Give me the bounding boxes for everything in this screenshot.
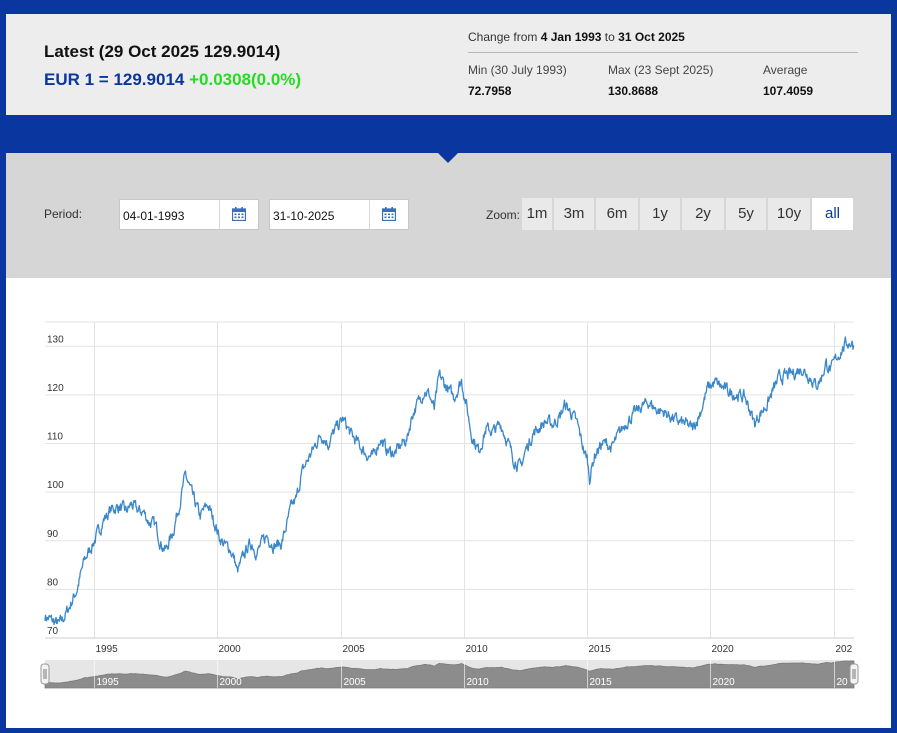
navigator-label: 20: [837, 677, 849, 688]
navigator-label: 2020: [713, 677, 736, 688]
zoom-3m-button[interactable]: 3m: [554, 198, 594, 230]
x-tick-label: 2000: [219, 644, 242, 655]
controls-panel: Period: 04-01-1993 31-10-2025 Zoom: 1m 3…: [6, 153, 891, 278]
latest-title: Latest (29 Oct 2025 129.9014): [44, 42, 281, 61]
navigator[interactable]: 1995 2000 2005 2010 2015 2020 20: [40, 660, 859, 689]
y-tick-label: 70: [47, 626, 59, 637]
y-tick-label: 130: [47, 334, 64, 345]
y-tick-label: 80: [47, 577, 59, 588]
to-date-field[interactable]: 31-10-2025: [269, 199, 409, 230]
calendar-icon[interactable]: [369, 200, 408, 229]
x-tick-label: 2005: [343, 644, 366, 655]
range-to: to: [604, 30, 615, 44]
max-label: Max (23 Sept 2025): [608, 63, 714, 77]
series-line: [44, 336, 855, 626]
rate-change: +0.0308(0.0%): [189, 70, 302, 89]
chart-panel: 70 80 90 100 110 120 130 1995 2000 2005 2010 2015 20…: [6, 278, 891, 728]
navigator-right-handle[interactable]: [849, 663, 859, 685]
rate-value: EUR 1 = 129.9014: [44, 70, 185, 89]
min-value: 72.7958: [468, 84, 512, 98]
x-tick-label: 2020: [712, 644, 735, 655]
y-tick-label: 100: [47, 480, 64, 491]
navigator-label: 2000: [220, 677, 243, 688]
average-stat: Average 107.4059: [763, 63, 813, 98]
grid: [45, 321, 854, 639]
range-start: 4 Jan 1993: [540, 30, 602, 44]
zoom-all-button[interactable]: all: [812, 198, 853, 230]
range-prefix: Change from: [468, 30, 538, 44]
zoom-2y-button[interactable]: 2y: [682, 198, 724, 230]
calendar-icon[interactable]: [219, 200, 258, 229]
series-layer: [44, 336, 855, 626]
zoom-label: Zoom:: [486, 208, 521, 222]
navigator-label: 2015: [590, 677, 613, 688]
range-end: 31 Oct 2025: [618, 30, 685, 44]
zoom-6m-button[interactable]: 6m: [596, 198, 638, 230]
navigator-left-handle[interactable]: [40, 663, 50, 685]
zoom-1y-button[interactable]: 1y: [640, 198, 680, 230]
average-label: Average: [763, 63, 808, 77]
latest-rate: EUR 1 = 129.9014 +0.0308(0.0%): [44, 70, 301, 90]
to-date-value[interactable]: 31-10-2025: [273, 209, 335, 223]
navigator-label: 2005: [344, 677, 367, 688]
exchange-rate-chart[interactable]: 70 80 90 100 110 120 130 1995 2000 2005 2010 2015 20…: [6, 278, 891, 728]
x-tick-label: 2010: [466, 644, 489, 655]
average-value: 107.4059: [763, 84, 814, 98]
min-stat: Min (30 July 1993) 72.7958: [468, 63, 567, 98]
zoom-1m-button[interactable]: 1m: [522, 198, 552, 230]
x-tick-label: 2015: [589, 644, 612, 655]
navigator-label: 1995: [97, 677, 120, 688]
zoom-10y-button[interactable]: 10y: [768, 198, 810, 230]
period-label: Period:: [44, 207, 83, 221]
min-label: Min (30 July 1993): [468, 63, 567, 77]
y-tick-label: 120: [47, 383, 64, 394]
max-value: 130.8688: [608, 84, 659, 98]
y-tick-label: 90: [47, 529, 59, 540]
axis-labels: 70 80 90 100 110 120 130 1995 2000 2005 2010 2015 20…: [47, 334, 853, 655]
zoom-5y-button[interactable]: 5y: [726, 198, 766, 230]
x-tick-label: 202: [836, 644, 853, 655]
navigator-series: [44, 660, 855, 689]
date-range-summary: Change from 4 Jan 1993 to 31 Oct 2025: [468, 30, 858, 53]
from-date-field[interactable]: 04-01-1993: [119, 199, 259, 230]
navigator-label: 2010: [467, 677, 490, 688]
from-date-value[interactable]: 04-01-1993: [123, 209, 185, 223]
max-stat: Max (23 Sept 2025) 130.8688: [608, 63, 713, 98]
panel-pointer: [438, 153, 458, 163]
x-tick-label: 1995: [96, 644, 119, 655]
summary-panel: Latest (29 Oct 2025 129.9014) EUR 1 = 12…: [6, 14, 891, 115]
y-tick-label: 110: [47, 432, 63, 443]
